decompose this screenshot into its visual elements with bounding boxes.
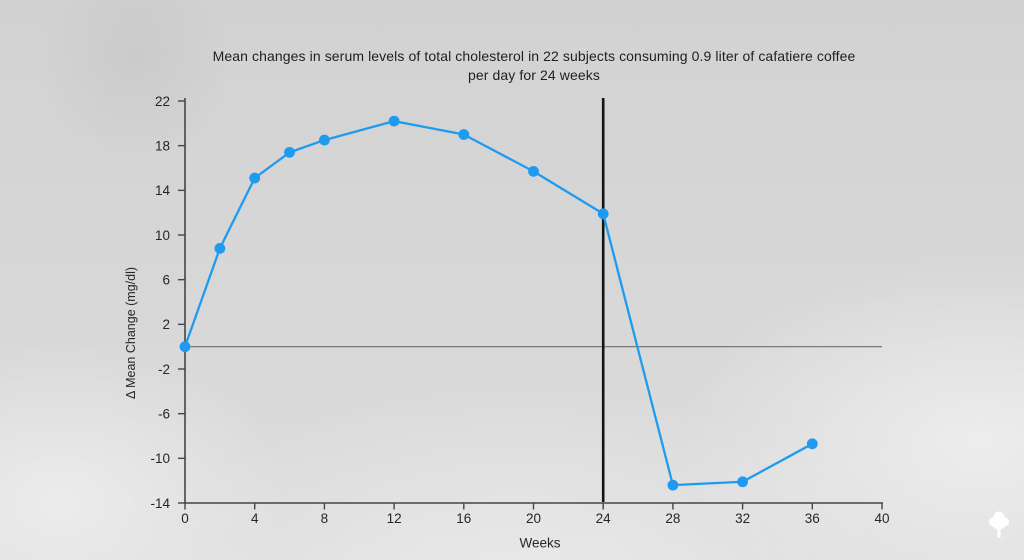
x-tick-label-7: 28	[665, 511, 680, 526]
data-point-2	[249, 172, 261, 184]
data-point-8	[597, 208, 609, 220]
y-tick-label-5: 2	[162, 317, 170, 332]
x-tick-label-1: 4	[251, 511, 259, 526]
y-tick-label-0: 22	[155, 94, 170, 109]
y-tick-label-9: -14	[150, 496, 170, 511]
data-point-10	[737, 476, 748, 488]
y-tick-label-4: 6	[162, 272, 170, 287]
data-point-0	[179, 341, 191, 353]
y-tick-label-6: -2	[158, 362, 170, 377]
data-point-6	[458, 129, 470, 140]
data-point-5	[388, 115, 400, 127]
x-tick-label-4: 16	[456, 511, 471, 526]
data-point-7	[528, 165, 539, 177]
y-tick-label-7: -6	[158, 406, 170, 421]
x-tick-label-9: 36	[805, 511, 820, 526]
chart-title: Mean changes in serum levels of total ch…	[44, 47, 1024, 85]
data-point-9	[667, 479, 679, 491]
tree-logo-icon	[989, 511, 1009, 538]
x-tick-label-3: 12	[387, 511, 402, 526]
y-tick-label-1: 18	[155, 138, 170, 153]
x-axis-title: Weeks	[519, 535, 561, 551]
chart-title-line-2: per day for 24 weeks	[468, 67, 600, 83]
x-tick-label-0: 0	[181, 511, 189, 526]
data-point-11	[806, 438, 818, 450]
data-line	[183, 119, 814, 487]
data-point-4	[319, 134, 330, 146]
y-tick-label-3: 10	[155, 228, 170, 243]
x-tick-label-10: 40	[874, 511, 889, 526]
data-point-1	[214, 243, 226, 254]
y-tick-label-8: -10	[150, 451, 170, 466]
x-tick-label-2: 8	[321, 511, 329, 526]
x-tick-label-8: 32	[735, 511, 750, 526]
x-tick-label-6: 24	[596, 511, 612, 526]
data-point-3	[284, 146, 295, 158]
chart-title-line-1: Mean changes in serum levels of total ch…	[212, 48, 856, 64]
y-tick-label-2: 14	[155, 183, 171, 198]
x-tick-label-5: 20	[526, 511, 541, 526]
